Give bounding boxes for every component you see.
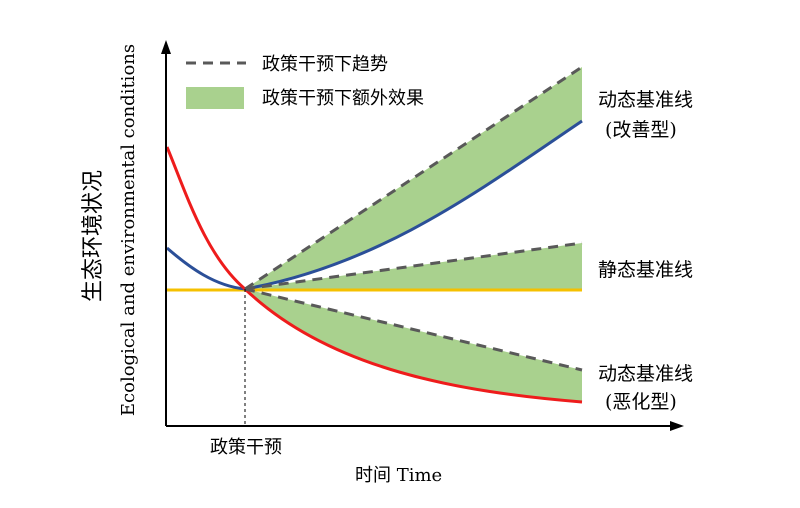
improving-baseline-type: (改善型)	[605, 119, 677, 141]
legend-trend-label: 政策干预下趋势	[262, 54, 388, 75]
y-axis-arrow	[161, 40, 171, 54]
x-axis-arrow	[670, 421, 684, 431]
x-axis-label: 时间 Time	[355, 465, 442, 486]
deteriorating-baseline-label: 动态基准线	[598, 363, 693, 385]
extra-effect-band-deteriorating	[245, 289, 582, 402]
deteriorating-baseline-curve	[165, 146, 583, 404]
static-baseline-label: 静态基准线	[598, 259, 693, 281]
y-axis-label-cn: 生态环境状况	[81, 170, 106, 302]
deteriorating-baseline-type: (恶化型)	[605, 391, 677, 413]
trend-line-deteriorating	[244, 287, 583, 372]
improving-baseline-label: 动态基准线	[598, 89, 693, 111]
legend-extra-effect-swatch	[186, 87, 244, 109]
trend-line-static	[244, 241, 583, 291]
legend-extra-effect-label: 政策干预下额外效果	[262, 88, 424, 109]
improving-baseline-curve	[166, 119, 583, 291]
intervention-label: 政策干预	[210, 437, 282, 458]
y-axis-label-en: Ecological and environmental conditions	[118, 44, 139, 416]
extra-effect-band-improving	[245, 67, 582, 289]
